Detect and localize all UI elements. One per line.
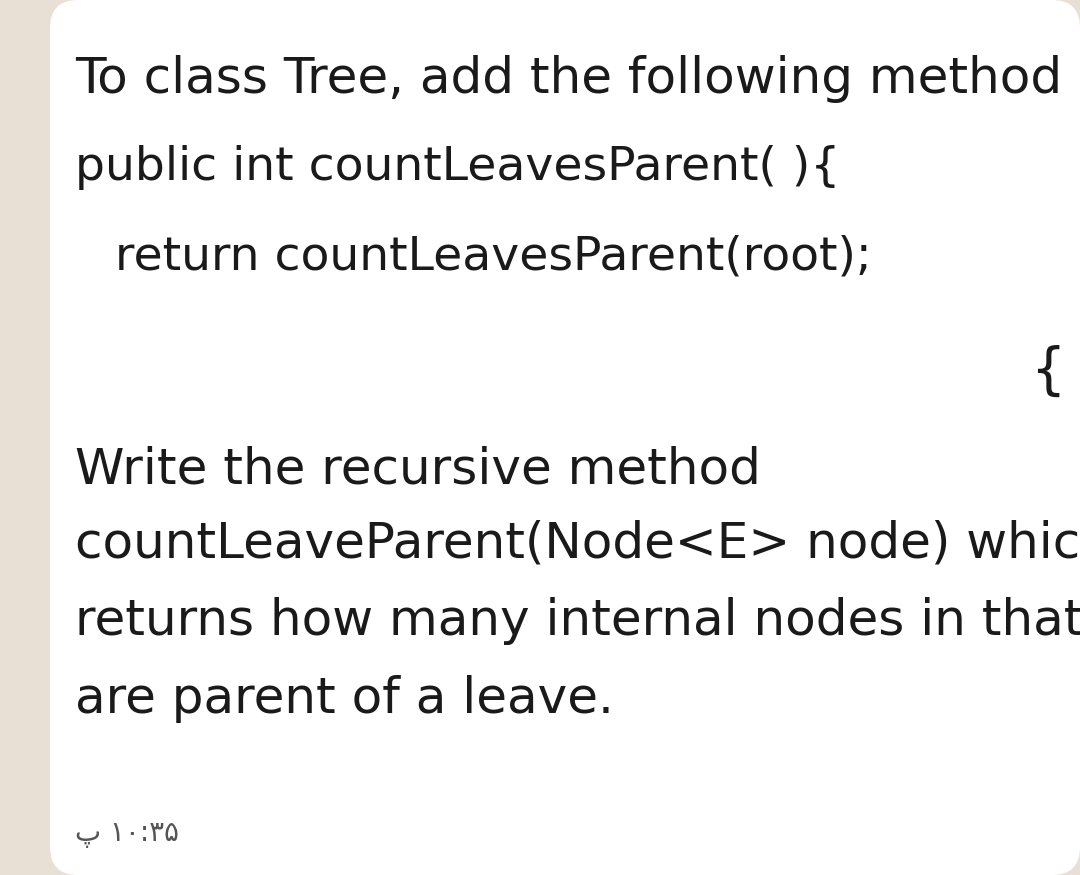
Text: public int countLeavesParent( ){: public int countLeavesParent( ){ <box>75 145 840 190</box>
FancyBboxPatch shape <box>50 0 1080 875</box>
Text: are parent of a leave.: are parent of a leave. <box>75 675 613 723</box>
Text: return countLeavesParent(root);: return countLeavesParent(root); <box>114 235 872 280</box>
Text: countLeaveParent(Node<E> node) which: countLeaveParent(Node<E> node) which <box>75 520 1080 568</box>
Text: Write the recursive method: Write the recursive method <box>75 445 761 493</box>
Text: {: { <box>1029 345 1065 399</box>
Text: پ ۱۰:۳۵: پ ۱۰:۳۵ <box>75 820 179 848</box>
Text: To class Tree, add the following method: To class Tree, add the following method <box>75 55 1062 103</box>
Text: returns how many internal nodes in that: returns how many internal nodes in that <box>75 597 1080 645</box>
